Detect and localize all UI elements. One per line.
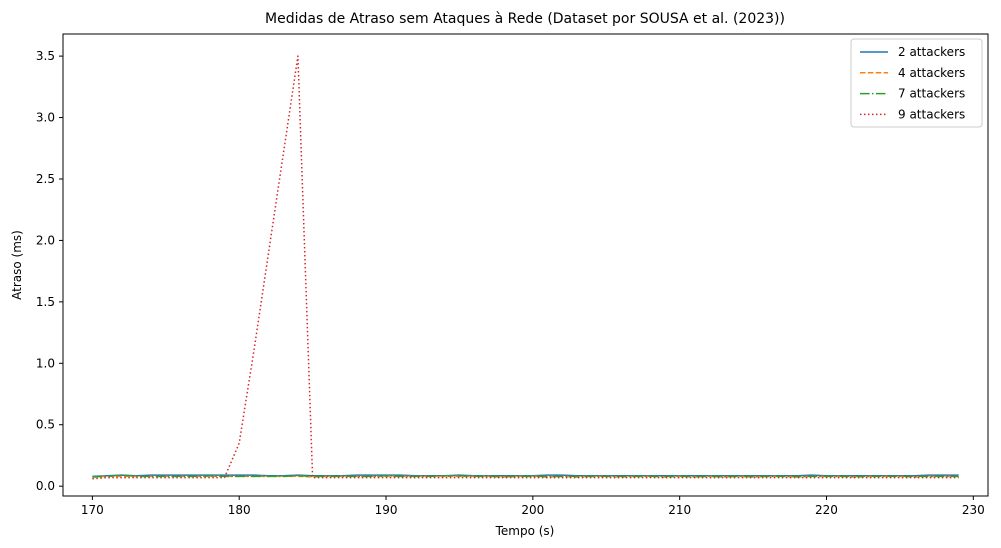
series-line-4 <box>92 55 959 480</box>
x-axis: 170 180 190 200 210 220 230 <box>81 496 985 517</box>
y-tick-label: 1.5 <box>36 295 55 309</box>
x-tick-label: 210 <box>668 503 691 517</box>
y-axis: 0.0 0.5 1.0 1.5 2.0 2.5 3.0 3.5 <box>36 49 63 493</box>
legend: 2 attackers 4 attackers 7 attackers 9 attac… <box>850 38 983 128</box>
series-layer <box>92 55 959 480</box>
x-axis-title: Tempo (s) <box>495 524 555 538</box>
y-axis-title: Atraso (ms) <box>10 230 24 300</box>
x-tick-label: 190 <box>375 503 398 517</box>
y-tick-label: 0.5 <box>36 418 55 432</box>
plot-frame <box>62 33 989 497</box>
y-tick-label: 0.0 <box>36 479 55 493</box>
x-tick-label: 180 <box>228 503 251 517</box>
y-tick-label: 2.0 <box>36 233 55 247</box>
legend-label-4: 9 attackers <box>898 107 965 121</box>
y-tick-label: 3.5 <box>36 49 55 63</box>
series-line-3 <box>92 474 959 478</box>
legend-label-3: 7 attackers <box>898 87 965 101</box>
chart-title: Medidas de Atraso sem Ataques à Rede (Da… <box>265 11 785 27</box>
x-tick-label: 230 <box>962 503 985 517</box>
legend-label-1: 2 attackers <box>898 45 965 59</box>
x-tick-label: 200 <box>521 503 544 517</box>
legend-label-2: 4 attackers <box>898 66 965 80</box>
y-tick-label: 3.0 <box>36 111 55 125</box>
x-tick-label: 170 <box>81 503 104 517</box>
legend-box <box>850 38 983 128</box>
y-tick-label: 2.5 <box>36 172 55 186</box>
y-tick-label: 1.0 <box>36 356 55 370</box>
x-tick-label: 220 <box>815 503 838 517</box>
